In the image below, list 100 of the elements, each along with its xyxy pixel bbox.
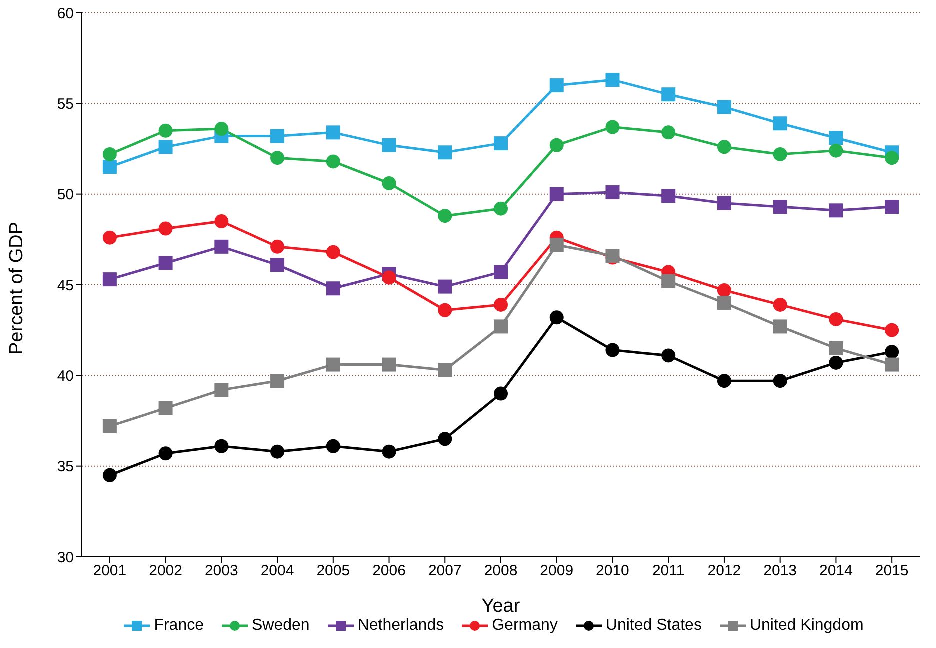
point	[438, 363, 452, 378]
y-tick-label: 50	[57, 186, 74, 204]
x-tick-label: 2013	[764, 562, 798, 580]
point	[270, 129, 285, 144]
point	[829, 312, 844, 326]
point	[214, 439, 229, 454]
y-axis-title: Percent of GDP	[6, 222, 28, 355]
point	[606, 120, 620, 134]
point	[829, 204, 844, 218]
point	[773, 298, 788, 312]
point	[438, 146, 452, 160]
point	[158, 140, 173, 154]
point	[438, 432, 452, 446]
x-tick-label: 2008	[484, 562, 518, 580]
point	[382, 358, 396, 372]
legend-label: United Kingdom	[750, 617, 864, 635]
point	[438, 280, 452, 294]
point	[829, 356, 844, 370]
point	[438, 209, 452, 224]
point	[270, 258, 285, 272]
x-tick-label: 2001	[93, 562, 127, 580]
point	[885, 151, 900, 166]
point	[550, 138, 564, 152]
point	[494, 202, 508, 216]
point	[829, 131, 844, 146]
point	[662, 88, 676, 102]
legend-label: Sweden	[252, 617, 310, 635]
point	[550, 78, 564, 93]
point	[717, 296, 732, 310]
y-tick-label: 60	[57, 5, 74, 22]
point	[606, 73, 620, 88]
point	[717, 100, 732, 114]
point	[214, 240, 229, 254]
point	[717, 196, 732, 210]
point	[270, 374, 285, 388]
x-tick-label: 2007	[428, 562, 462, 580]
point	[326, 358, 340, 372]
point	[326, 439, 340, 454]
y-tick-label: 35	[57, 458, 74, 476]
point	[717, 374, 732, 388]
point	[773, 200, 788, 214]
point	[829, 341, 844, 356]
point	[158, 222, 173, 236]
x-tick-label: 2002	[149, 562, 182, 580]
point	[773, 320, 788, 334]
point	[158, 124, 173, 138]
y-tick-label: 30	[57, 549, 74, 566]
x-tick-label: 2006	[372, 562, 406, 580]
point	[606, 343, 620, 358]
legend-label: United States	[606, 617, 702, 635]
x-tick-label: 2011	[652, 562, 685, 580]
point	[885, 200, 900, 214]
y-tick-label: 45	[57, 277, 74, 294]
x-tick-label: 2003	[204, 562, 238, 580]
point	[214, 214, 229, 229]
point	[214, 122, 229, 136]
point	[382, 138, 396, 152]
point	[606, 186, 620, 200]
x-tick-label: 2014	[820, 562, 853, 580]
point	[326, 245, 340, 260]
point	[717, 283, 732, 298]
legend-label: France	[154, 617, 204, 635]
point	[494, 320, 508, 334]
point	[102, 468, 117, 482]
point	[550, 187, 564, 202]
x-tick-label: 2009	[540, 562, 574, 580]
point	[494, 386, 508, 401]
x-tick-label: 2012	[708, 562, 742, 580]
point	[326, 154, 340, 169]
legend-label: Netherlands	[358, 617, 444, 635]
point	[885, 323, 900, 338]
x-tick-label: 2015	[875, 562, 909, 580]
point	[662, 126, 676, 140]
point	[102, 272, 117, 287]
x-tick-label: 2005	[316, 562, 350, 580]
point	[717, 140, 732, 154]
point	[773, 374, 788, 388]
point	[102, 419, 117, 434]
point	[326, 126, 340, 140]
x-axis-title: Year	[482, 596, 521, 617]
point	[326, 282, 340, 296]
point	[382, 270, 396, 285]
point	[270, 151, 285, 166]
point	[662, 348, 676, 363]
point	[829, 144, 844, 158]
y-tick-label: 40	[57, 368, 74, 385]
point	[773, 147, 788, 162]
point	[773, 116, 788, 131]
point	[158, 446, 173, 461]
point	[102, 147, 117, 162]
point	[550, 238, 564, 252]
point	[438, 303, 452, 318]
point	[382, 444, 396, 459]
y-tick-label: 55	[57, 96, 74, 113]
legend-label: Germany	[492, 617, 558, 635]
x-tick-label: 2004	[260, 562, 294, 580]
point	[102, 160, 117, 174]
point	[214, 383, 229, 398]
point	[662, 189, 676, 204]
point	[662, 274, 676, 288]
